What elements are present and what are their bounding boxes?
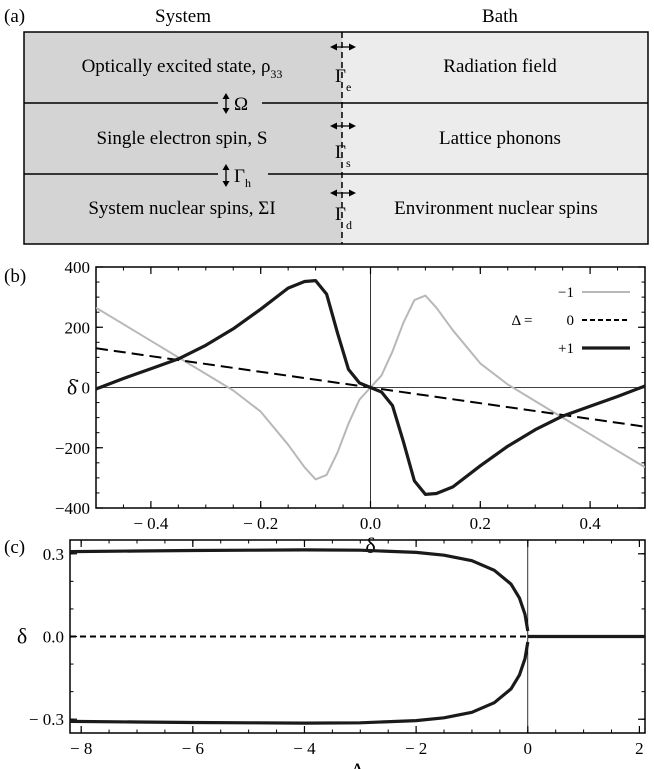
- chart-c-series-1-line: [70, 641, 530, 725]
- chart-b-ytick-label: 200: [65, 318, 91, 337]
- row-1-exchange-arrow: [330, 43, 356, 51]
- legend-entry-label: +1: [558, 341, 574, 357]
- chart-b-ytick-label: −200: [55, 439, 90, 458]
- chart-c-ytick-label: 0.3: [43, 545, 64, 564]
- chart-b-xtick-label: 0.2: [470, 514, 491, 533]
- row-2-bath-label: Lattice phonons: [439, 128, 561, 149]
- chart-c: − 8 − 6 − 4 − 2 0 2 0.3 0.0 − 0.3 Δδ: [17, 539, 646, 769]
- chart-c-xtick-label: 2: [635, 739, 644, 758]
- panel-b-label: (b): [4, 266, 26, 287]
- row-1-system-label: Optically excited state, ρ33: [82, 56, 283, 81]
- chart-c-xlabel: Δ: [350, 758, 364, 769]
- chart-b: − 0.4 − 0.2 0.0 0.2 0.4 400 200 0 −200 −400 δ δ̇ −1 0…: [55, 258, 646, 558]
- chart-b-xtick-label: − 0.2: [243, 514, 278, 533]
- coupling-1-arrow: [222, 93, 230, 114]
- chart-b-ytick-label: 400: [65, 258, 91, 277]
- legend-prefix: Δ =: [511, 313, 532, 329]
- chart-c-xtick-label: 0: [524, 739, 533, 758]
- legend-entry-label: 0: [567, 313, 575, 329]
- chart-c-xtick-label: − 4: [293, 739, 316, 758]
- chart-c-xtick-label: − 2: [405, 739, 427, 758]
- chart-c-ylabel: δ: [17, 624, 27, 649]
- bath-block: [342, 32, 648, 244]
- bath-heading: Bath: [482, 6, 518, 27]
- chart-c-ytick-label: 0.0: [43, 628, 64, 647]
- chart-b-xtick-label: 0.4: [579, 514, 601, 533]
- chart-c-xtick-label: − 6: [182, 739, 204, 758]
- chart-b-ytick-label: −400: [55, 499, 90, 518]
- chart-b-ytick-label: 0: [82, 379, 91, 398]
- system-block: [24, 32, 342, 244]
- chart-b-ylabel: δ̇: [67, 375, 79, 400]
- row-3-exchange-arrow: [330, 189, 356, 197]
- panel-c-label: (c): [4, 537, 25, 558]
- chart-b-xtick-label: − 0.4: [133, 514, 169, 533]
- chart-b-xlabel: δ: [365, 533, 375, 558]
- chart-b-series-2-line: [96, 279, 645, 496]
- row-3-system-label: System nuclear spins, ΣI: [88, 198, 275, 219]
- panel-a-frame: [23, 31, 649, 245]
- row-1-bath-label: Radiation field: [443, 56, 557, 77]
- chart-c-ytick-label: − 0.3: [29, 710, 64, 729]
- chart-b-xtick-label: 0.0: [360, 514, 381, 533]
- row-2-rate-label: Γs: [335, 142, 351, 170]
- coupling-1-label: Ω: [234, 94, 248, 115]
- coupling-2-label: Γh: [234, 166, 251, 190]
- row-3-rate-label: Γd: [335, 204, 352, 232]
- coupling-2-mask: [218, 165, 268, 185]
- legend-entry-label: −1: [558, 285, 574, 301]
- panel-a-label: (a): [4, 6, 25, 27]
- row-3-bath-label: Environment nuclear spins: [394, 198, 598, 219]
- row-1-rate-label: Γe: [335, 66, 351, 94]
- row-2-system-label: Single electron spin, S: [97, 128, 268, 149]
- chart-c-xtick-label: − 8: [70, 739, 92, 758]
- row-2-exchange-arrow: [330, 122, 356, 130]
- chart-c-series-0-line: [70, 548, 530, 632]
- system-heading: System: [155, 6, 211, 27]
- coupling-2-arrow: [222, 164, 230, 187]
